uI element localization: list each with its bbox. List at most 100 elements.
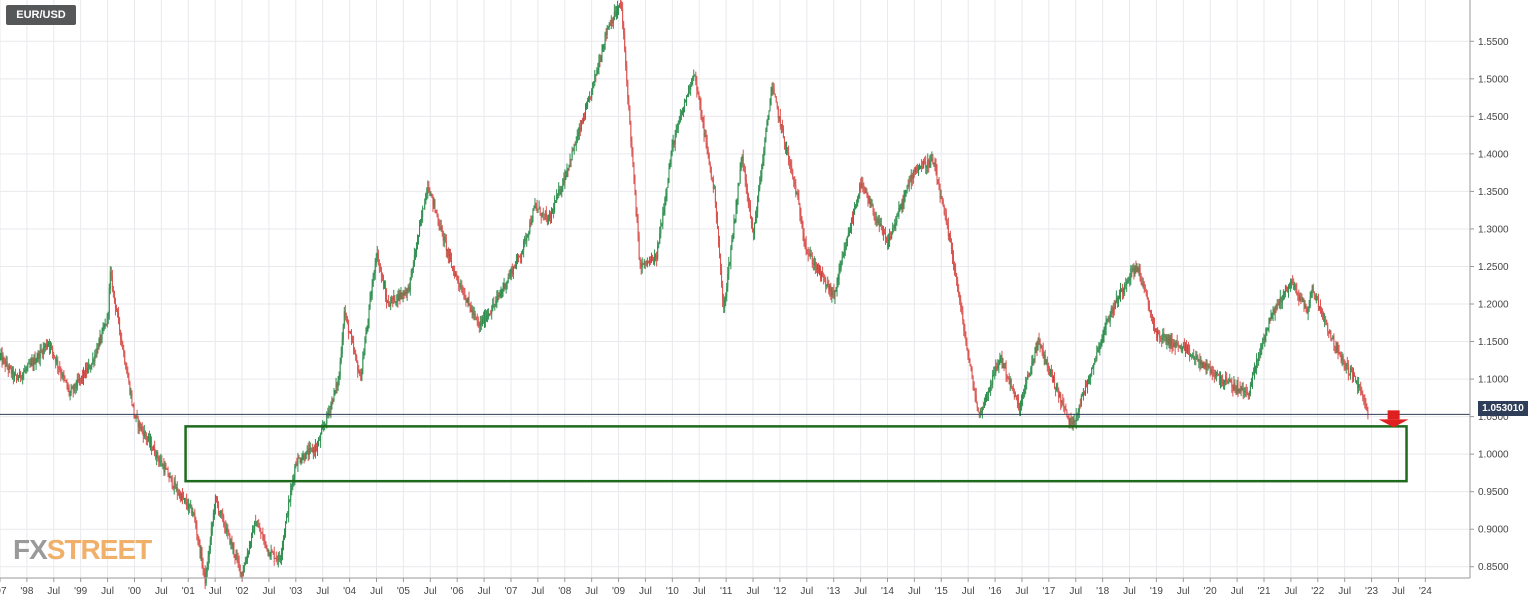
candle-body — [1081, 394, 1083, 397]
candle-body — [375, 257, 377, 264]
candle-body — [480, 321, 482, 325]
candle-body — [249, 543, 251, 545]
candle-body — [1226, 377, 1228, 383]
x-tick-label: Jul — [1231, 586, 1244, 597]
candle-body — [60, 370, 62, 375]
candle-body — [345, 315, 347, 318]
candle-body — [1326, 320, 1328, 324]
candle-body — [1193, 355, 1195, 360]
candle-body — [66, 382, 68, 388]
candle-body — [356, 356, 358, 363]
candle-body — [460, 286, 462, 288]
candle-body — [611, 19, 613, 24]
candle-body — [570, 159, 572, 161]
candle-body — [568, 164, 570, 170]
candle-body — [300, 461, 302, 463]
candle-body — [1241, 387, 1243, 389]
candle-body — [822, 271, 824, 277]
candle-body — [363, 353, 365, 359]
candle-body — [654, 256, 656, 264]
candle-body — [108, 287, 110, 313]
candle-body — [924, 161, 926, 163]
candle-body — [192, 514, 194, 515]
candle-body — [451, 259, 453, 268]
candle-body — [38, 353, 40, 359]
candle-body — [638, 235, 640, 258]
candle-body — [170, 476, 172, 478]
candle-body — [1131, 268, 1133, 271]
candle-body — [1098, 348, 1100, 350]
candle-body — [709, 164, 711, 168]
candle-body — [1318, 306, 1320, 308]
candle-body — [215, 496, 217, 501]
candle-body — [1083, 392, 1085, 394]
candle-body — [414, 252, 416, 255]
x-tick-label: '03 — [289, 586, 302, 597]
candle-body — [364, 342, 366, 354]
candle-body — [607, 27, 609, 30]
candle-body — [869, 202, 871, 204]
candle-body — [889, 235, 891, 241]
candle-body — [1247, 394, 1249, 395]
candle-body — [1295, 284, 1297, 290]
candle-body — [1239, 388, 1241, 392]
candle-body — [716, 216, 718, 230]
candle-body — [1007, 376, 1009, 378]
candle-body — [73, 383, 75, 391]
candle-body — [897, 216, 899, 217]
candle-body — [1062, 401, 1064, 405]
candle-body — [202, 565, 204, 569]
candle-body — [461, 286, 463, 293]
candle-body — [258, 525, 260, 528]
candle-body — [176, 487, 178, 494]
candle-body — [837, 279, 839, 282]
candle-body — [1167, 337, 1169, 344]
candle-body — [559, 189, 561, 194]
candle-body — [731, 239, 733, 250]
candle-body — [878, 219, 880, 227]
candle-body — [5, 361, 7, 367]
candle-body — [1107, 319, 1109, 321]
candle-body — [1161, 338, 1163, 340]
candle-body — [721, 270, 723, 287]
candle-body — [1252, 374, 1254, 376]
candle-body — [1108, 319, 1110, 321]
candle-body — [28, 363, 30, 365]
candle-body — [436, 212, 438, 217]
candle-body — [836, 281, 838, 290]
candle-body — [582, 118, 584, 122]
candle-body — [1068, 417, 1070, 423]
candle-body — [1073, 420, 1075, 423]
candle-body — [875, 219, 877, 220]
candle-body — [613, 11, 615, 19]
candle-body — [147, 436, 149, 440]
candle-body — [1340, 355, 1342, 361]
candle-body — [1304, 305, 1306, 306]
candle-body — [740, 161, 742, 170]
candle-body — [670, 155, 672, 164]
candle-body — [1123, 289, 1125, 293]
candle-body — [446, 249, 448, 251]
candle-body — [52, 346, 54, 352]
candle-body — [1120, 289, 1122, 296]
candle-body — [871, 206, 873, 207]
candle-body — [1362, 394, 1364, 397]
candle-body — [629, 106, 631, 124]
candle-body — [371, 285, 373, 297]
candle-body — [504, 283, 506, 289]
candle-body — [994, 373, 996, 375]
candle-body — [1344, 367, 1346, 369]
candle-body — [347, 322, 349, 333]
candle-body — [352, 338, 354, 343]
candle-body — [291, 485, 293, 491]
candle-body — [101, 330, 103, 340]
candle-body — [342, 326, 344, 340]
symbol-label[interactable]: EUR/USD — [6, 5, 76, 25]
x-tick-label: Jul — [639, 586, 652, 597]
candle-body — [1105, 321, 1107, 330]
candle-body — [902, 200, 904, 205]
candle-body — [992, 374, 994, 385]
candle-body — [219, 512, 221, 513]
